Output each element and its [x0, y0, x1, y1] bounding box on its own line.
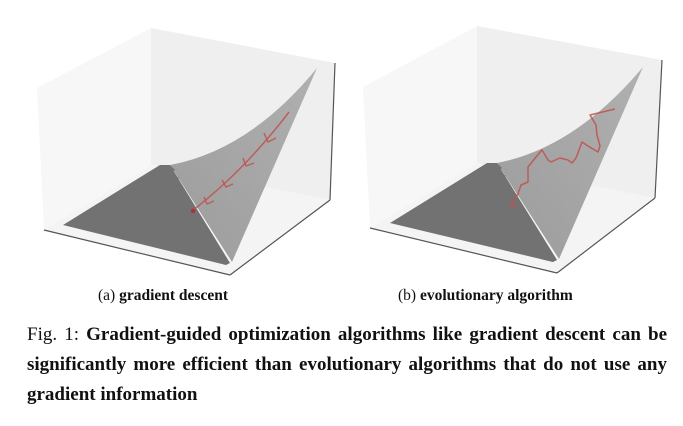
ea-path: [509, 108, 616, 208]
back-pane: [477, 26, 662, 198]
subcaption-a: (a) gradient descent: [98, 287, 228, 305]
gd-path: [191, 111, 290, 212]
arrow-icon: [203, 196, 215, 205]
left-pane: [37, 28, 151, 230]
panel-b-evolutionary-algorithm: [363, 26, 663, 274]
x-axis-line: [369, 227, 558, 274]
subcaption-a-tag: (a): [98, 287, 116, 304]
surface-flat-region: [63, 165, 230, 265]
subcaption-b-title: evolutionary algorithm: [419, 287, 573, 304]
figure-number-label: Fig. 1:: [27, 324, 80, 345]
figure-panels: [37, 26, 663, 276]
z-axis-line: [654, 59, 663, 199]
left-pane: [363, 26, 477, 228]
y-axis-line: [229, 199, 331, 276]
subcaption-b: (b) evolutionary algorithm: [398, 287, 573, 305]
arrow-icon: [263, 132, 277, 143]
arrow-icon: [242, 157, 255, 167]
surface-flat-region: [390, 163, 557, 262]
x-axis-line: [43, 229, 231, 276]
surface-curved-region: [497, 67, 643, 259]
surface-jagged-edge: [170, 165, 226, 265]
panel-a-gradient-descent: [37, 28, 336, 276]
z-axis-line: [329, 62, 336, 201]
figure-caption-text: Gradient-guided optimization algorithms …: [27, 324, 668, 405]
figure-caption: Fig. 1: Gradient-guided optimization alg…: [27, 320, 667, 410]
subcaption-b-tag: (b): [398, 287, 417, 304]
surface-jagged-edge: [497, 163, 553, 262]
back-pane: [151, 28, 335, 200]
subcaption-a-title: gradient descent: [119, 287, 228, 304]
arrow-icon: [221, 179, 234, 188]
gd-endpoint: [190, 208, 196, 214]
y-axis-line: [556, 197, 656, 274]
